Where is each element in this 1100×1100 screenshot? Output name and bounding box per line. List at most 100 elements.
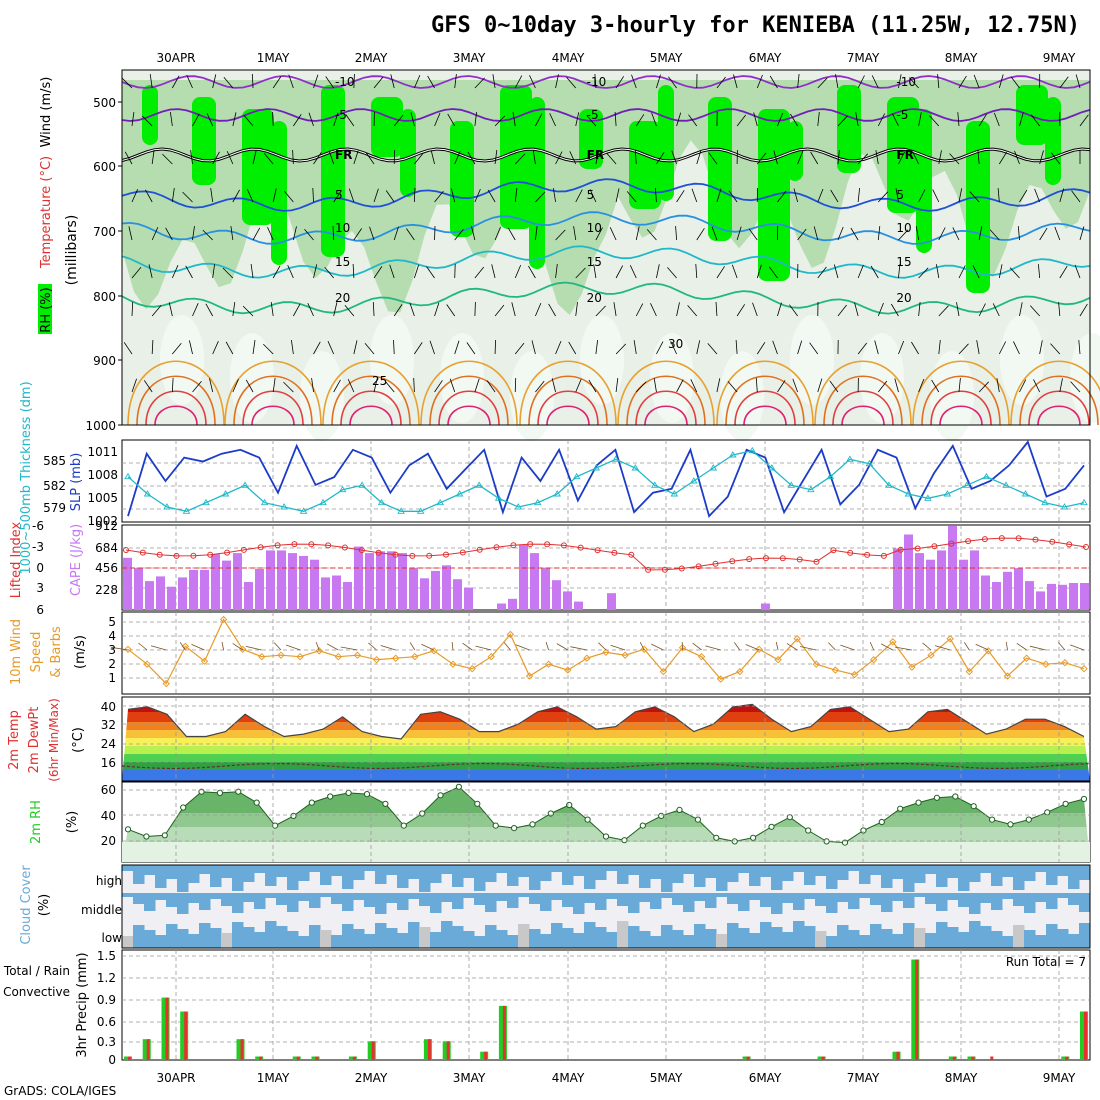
cape-bar xyxy=(145,581,154,610)
wind-barb xyxy=(429,340,435,355)
cloud-low-bar xyxy=(562,928,574,948)
wind-barb xyxy=(225,341,234,355)
rh-point xyxy=(676,806,683,814)
wind-barb xyxy=(911,341,919,355)
wind-barb xyxy=(410,112,415,127)
wind-barb xyxy=(573,226,577,241)
wind-barb xyxy=(949,153,960,165)
wind-barb xyxy=(650,303,657,317)
precip-convective-bar xyxy=(502,1005,506,1060)
cape-bar xyxy=(255,569,264,610)
wind-barb xyxy=(977,150,980,165)
cape-bar xyxy=(376,551,385,610)
cloud-high-bar xyxy=(980,865,992,873)
cloud-low-bar xyxy=(386,928,398,948)
cloud-low-bar xyxy=(628,926,640,948)
cape-bar xyxy=(926,559,935,610)
wind-barb xyxy=(293,303,301,317)
cloud-middle-bar xyxy=(969,893,981,914)
wind-barb-10m xyxy=(1070,644,1085,651)
warm-contour xyxy=(1010,360,1100,426)
wind-barb xyxy=(511,302,516,317)
cloud-middle-bar xyxy=(1057,893,1069,898)
wind-speed-point xyxy=(487,652,496,661)
cloud-low-bar xyxy=(815,931,827,948)
wind-barb xyxy=(938,227,946,241)
wind-barb xyxy=(553,188,556,203)
rh-band-dry xyxy=(510,351,554,441)
cloud-low-bar xyxy=(485,925,497,948)
wind-barb xyxy=(877,380,888,393)
cape-bar xyxy=(156,576,165,610)
wind-barb xyxy=(874,340,879,355)
cloud-low-bar xyxy=(650,936,662,948)
wind-barb xyxy=(494,226,501,241)
wind-barb xyxy=(151,227,159,241)
cloud-high-bar xyxy=(793,865,805,872)
legend-wind: Wind (m/s) xyxy=(39,77,54,148)
date-label-bottom: 6MAY xyxy=(749,1071,782,1085)
chart-title: GFS 0~10day 3-hourly for KENIEBA (11.25W… xyxy=(431,13,1080,38)
wind-speed-point xyxy=(831,666,840,674)
wind-barb xyxy=(829,380,839,393)
date-label-bottom: 2MAY xyxy=(355,1071,388,1085)
thickness-point xyxy=(260,498,269,506)
cape-bar xyxy=(1003,571,1012,610)
wind-barb-10m xyxy=(895,646,912,651)
cloud-low-bar xyxy=(694,924,706,948)
rh-band-saturated xyxy=(529,97,545,269)
wind-barb xyxy=(696,340,701,355)
cloud-middle-bar xyxy=(221,893,233,906)
rh-point xyxy=(805,827,812,834)
cape-bar xyxy=(244,582,253,610)
cloud-middle-bar xyxy=(947,893,959,900)
warm-contour xyxy=(519,360,617,426)
temp-color-band xyxy=(122,762,1090,770)
wind-barb xyxy=(976,340,980,355)
thickness-point xyxy=(124,472,132,480)
wind-barb xyxy=(369,226,375,241)
cloud-middle-bar xyxy=(1013,893,1025,906)
wind-barb xyxy=(373,266,383,279)
contour-label: FR xyxy=(587,148,604,162)
thickness-point xyxy=(280,503,288,510)
wind-barb xyxy=(772,340,778,355)
thickness-point xyxy=(416,507,425,514)
temp-tick-label: 40 xyxy=(101,700,116,714)
wind-barb xyxy=(1078,340,1081,355)
thickness-point xyxy=(865,459,874,467)
wind-barb xyxy=(232,379,239,393)
cloud-high-bar xyxy=(166,865,178,879)
cape-bar xyxy=(1080,583,1089,610)
cloud-middle-bar xyxy=(826,893,838,913)
cloud-middle-bar xyxy=(606,893,618,899)
cloud-middle-bar xyxy=(617,893,629,906)
wind-barb xyxy=(494,115,506,127)
rh-tick-label: 60 xyxy=(101,783,116,797)
wind-barb xyxy=(629,265,637,279)
cloud-middle-bar xyxy=(672,893,684,905)
cloud-high-bar xyxy=(584,865,596,889)
cloud-low-bar xyxy=(419,927,431,948)
precip-convective-bar xyxy=(240,1039,244,1060)
wind-barb xyxy=(304,229,314,241)
cape-bar xyxy=(398,553,407,610)
temp-units: (°C) xyxy=(71,727,86,753)
thickness-axis-label: 1000~500mb Thickness (dm) xyxy=(19,381,34,574)
wind-barb xyxy=(162,153,173,165)
wind-barb xyxy=(937,74,940,89)
cloud-high-bar xyxy=(925,865,937,874)
precip-convective-bar xyxy=(952,1056,956,1060)
wind-barb xyxy=(128,226,133,241)
wind-barb-10m xyxy=(273,642,282,651)
wind-barb xyxy=(307,303,314,317)
rh-point xyxy=(290,812,297,820)
wind-barb xyxy=(631,74,637,89)
cloud-low-bar xyxy=(1035,935,1047,948)
wind-barb xyxy=(1059,378,1063,393)
wind-barb xyxy=(837,226,844,241)
wind-barb xyxy=(613,302,617,317)
wind-barb xyxy=(958,265,966,279)
wind-barb xyxy=(936,264,940,279)
wind-barb xyxy=(696,228,705,241)
